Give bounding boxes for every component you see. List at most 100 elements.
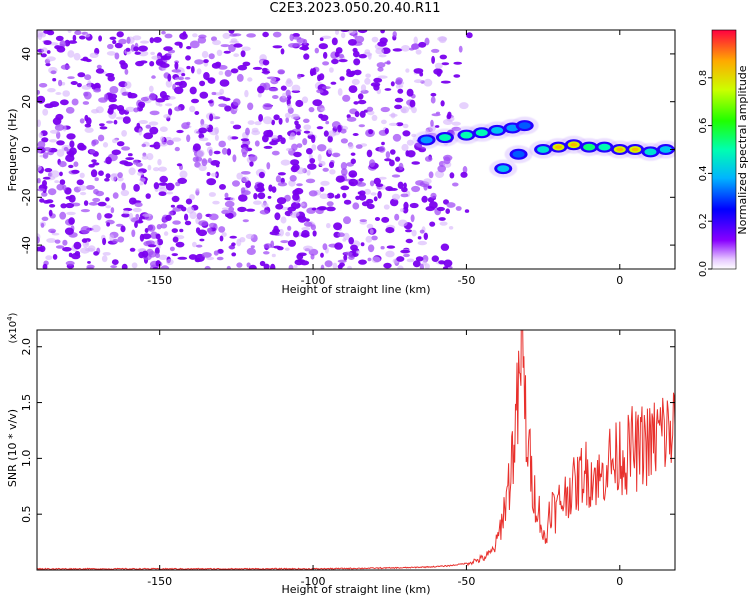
ridge-point	[583, 143, 596, 151]
noise-dot	[91, 159, 97, 163]
noise-dot	[270, 263, 276, 269]
noise-dot	[272, 45, 283, 49]
noise-dot	[213, 150, 221, 155]
noise-dot	[198, 127, 208, 134]
noise-dot	[221, 147, 228, 155]
noise-dot	[112, 138, 118, 144]
noise-dot	[377, 41, 387, 47]
noise-dot	[324, 260, 333, 268]
noise-dot	[82, 101, 90, 105]
noise-dot	[290, 113, 300, 120]
colorbar-tick-label: 0.0	[698, 261, 709, 277]
noise-dot	[406, 258, 415, 263]
noise-dot	[201, 50, 209, 59]
noise-dot	[377, 190, 382, 199]
colorbar-tick-label: 0.8	[698, 70, 709, 86]
noise-dot	[275, 175, 282, 183]
noise-dot	[141, 143, 147, 148]
noise-dot	[171, 253, 178, 257]
noise-dot	[105, 205, 111, 209]
noise-dot	[101, 255, 108, 263]
noise-dot	[233, 53, 240, 58]
noise-dot	[395, 79, 403, 85]
noise-dot	[172, 236, 179, 243]
noise-dot	[223, 50, 231, 54]
noise-dot	[381, 119, 387, 125]
ridge-point	[420, 136, 433, 144]
noise-dot	[140, 96, 149, 102]
noise-dot	[259, 60, 265, 67]
noise-dot	[263, 251, 270, 255]
noise-dot	[394, 97, 404, 103]
snr-multiplier: (x104)	[6, 312, 19, 343]
noise-dot	[237, 64, 248, 71]
noise-dot	[80, 226, 91, 234]
noise-dot	[224, 192, 229, 199]
noise-dot	[442, 119, 453, 125]
noise-dot	[254, 140, 260, 147]
ridge-point	[491, 126, 504, 134]
noise-dot	[274, 212, 281, 221]
noise-dot	[342, 192, 347, 199]
noise-dot	[164, 33, 173, 39]
noise-dot	[332, 152, 341, 158]
noise-dot	[134, 51, 141, 55]
noise-dot	[422, 259, 427, 266]
noise-dot	[348, 85, 358, 93]
noise-dot	[105, 156, 112, 165]
noise-dot	[113, 119, 118, 125]
noise-dot	[358, 178, 364, 182]
noise-dot	[232, 154, 237, 163]
noise-dot	[67, 76, 75, 79]
noise-dot	[366, 203, 375, 210]
noise-dot	[246, 247, 256, 255]
noise-dot	[37, 30, 44, 38]
noise-dot	[211, 62, 221, 69]
noise-dot	[218, 103, 228, 108]
noise-dot	[233, 43, 243, 48]
noise-dot	[37, 246, 44, 252]
noise-dot	[371, 114, 378, 121]
noise-dot	[318, 113, 324, 119]
noise-dot	[270, 77, 277, 82]
noise-dot	[139, 103, 145, 109]
noise-dot	[352, 133, 359, 136]
noise-dot	[287, 103, 292, 109]
noise-dot	[109, 234, 115, 242]
noise-dot	[440, 100, 445, 107]
noise-dot	[169, 246, 175, 252]
ridge-peak	[616, 147, 624, 152]
noise-dot	[310, 253, 315, 260]
noise-dot	[354, 35, 365, 43]
noise-dot	[42, 176, 51, 180]
noise-dot	[293, 151, 302, 158]
noise-dot	[93, 188, 99, 195]
noise-dot	[148, 85, 154, 93]
noise-dot	[325, 120, 330, 125]
noise-dot	[285, 79, 294, 88]
noise-dot	[159, 175, 168, 183]
noise-dot	[155, 98, 166, 103]
noise-dot	[158, 182, 168, 186]
noise-dot	[399, 208, 405, 213]
noise-dot	[415, 256, 424, 262]
y-tick-label: -40	[20, 236, 33, 254]
noise-dot	[272, 31, 282, 38]
noise-dot	[357, 30, 368, 34]
noise-dot	[221, 232, 227, 237]
noise-dot	[38, 132, 43, 139]
noise-dot	[116, 141, 125, 147]
noise-dot	[272, 228, 281, 233]
noise-dot	[199, 238, 205, 242]
noise-dot	[430, 96, 436, 104]
noise-dot	[84, 74, 92, 81]
noise-dot	[179, 170, 188, 179]
noise-dot	[405, 68, 410, 73]
noise-dot	[240, 187, 246, 194]
noise-dot	[91, 139, 99, 145]
noise-dot	[259, 260, 266, 267]
noise-dot	[174, 41, 183, 46]
noise-dot	[296, 143, 303, 149]
noise-dot	[49, 204, 56, 208]
noise-dot	[218, 226, 226, 233]
